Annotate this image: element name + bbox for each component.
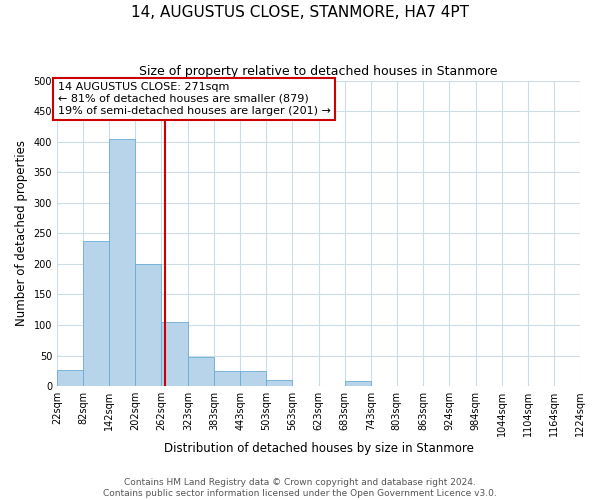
Bar [240,371,266,386]
Bar [344,381,371,386]
Bar [109,139,136,386]
Bar [83,240,109,386]
Bar [161,322,188,386]
Bar [580,384,600,386]
X-axis label: Distribution of detached houses by size in Stanmore: Distribution of detached houses by size … [164,442,473,455]
Text: Contains HM Land Registry data © Crown copyright and database right 2024.
Contai: Contains HM Land Registry data © Crown c… [103,478,497,498]
Text: 14 AUGUSTUS CLOSE: 271sqm
← 81% of detached houses are smaller (879)
19% of semi: 14 AUGUSTUS CLOSE: 271sqm ← 81% of detac… [58,82,331,116]
Bar [57,370,83,386]
Bar [214,371,240,386]
Y-axis label: Number of detached properties: Number of detached properties [15,140,28,326]
Bar [188,357,214,386]
Bar [266,380,292,386]
Text: 14, AUGUSTUS CLOSE, STANMORE, HA7 4PT: 14, AUGUSTUS CLOSE, STANMORE, HA7 4PT [131,5,469,20]
Title: Size of property relative to detached houses in Stanmore: Size of property relative to detached ho… [139,65,498,78]
Bar [136,264,161,386]
